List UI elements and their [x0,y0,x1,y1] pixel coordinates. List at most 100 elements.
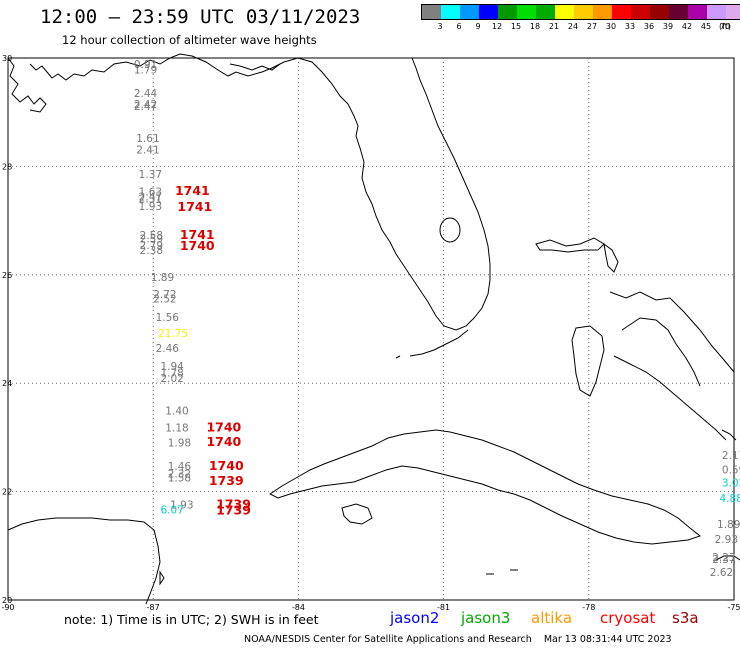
yucatan-peninsula [7,517,161,605]
credit-text: NOAA/NESDIS Center for Satellite Applica… [244,634,532,645]
swh-value-gray: 2.59 [140,233,163,245]
color-legend-tick: 9 [475,22,481,31]
swh-value-red: 1740 [206,419,241,434]
credit-timestamp: Mar 13 08:31:44 UTC 2023 [543,634,672,645]
color-legend: (ft) 3 6 9 12 15 18 21 24 27 30 33 36 39 42 45 70 [421,4,740,34]
color-swatch [517,5,536,19]
swh-value-gray: 1.61 [136,133,159,145]
hispaniola-tip [715,555,740,561]
swh-value-gray: 1.89 [151,272,174,284]
color-legend-tick: 18 [529,22,541,31]
swh-value-gray: 2.58 [140,230,163,242]
color-legend-labels: (ft) 3 6 9 12 15 18 21 24 27 30 33 36 39 42 45 70 [421,20,740,34]
color-legend-tick: 33 [624,22,636,31]
color-swatch [669,5,688,19]
swh-value-gray: 1.93 [170,499,193,511]
swh-value-cyan: 3.02 [722,478,740,490]
color-legend-tick: 24 [567,22,579,31]
color-legend-tick: 3 [437,22,443,31]
swh-value-yellow: 21.75 [158,328,188,340]
swh-value-red: 1739 [209,473,244,488]
swh-value-cyan: 6.07 [160,504,183,516]
swh-value-red: 1740 [206,434,241,449]
lon-tick-label: -87 [147,603,160,612]
color-legend-tick: 12 [491,22,503,31]
satellite-s3a: s3a [672,609,699,627]
swh-value-red: 1741 [180,227,215,242]
axis-labels: 30 28 26 24 22 20-90 -87 -84 -81 -78 -75 [1,54,740,612]
color-legend-tick: 42 [681,22,693,31]
swh-value-gray: 2.41 [136,144,159,156]
lat-tick-label: 30 [2,54,12,63]
mississippi-delta [7,57,47,113]
swh-value-gray: 2.93 [715,534,738,546]
lat-tick-label: 20 [2,596,12,605]
color-swatch [726,5,740,19]
swh-value-gray: 1.94 [160,361,184,373]
swh-value-gray: 2.02 [160,373,183,385]
swh-value-gray: 2.52 [153,293,176,305]
grand-bahama [535,237,605,253]
page-subtitle: 12 hour collection of altimeter wave hei… [62,33,317,47]
swh-value-gray: 1.58 [168,472,191,484]
gulf-coastline [29,53,491,331]
color-swatch [593,5,612,19]
satellite-jason3: jason3 [461,609,511,627]
dry-tortugas [395,355,401,359]
lat-tick-label: 26 [2,271,12,280]
swh-value-gray: 2.79 [140,240,163,252]
swh-value-gray: 2.72 [153,289,176,301]
swh-value-gray: 1.79 [134,65,157,77]
color-swatch [422,5,441,19]
color-swatch [498,5,517,19]
swh-value-gray: 1.63 [139,187,162,199]
andros [571,325,605,397]
lon-tick-label: -78 [582,603,595,612]
panhandle-detail [229,63,281,71]
lat-tick-label: 24 [2,379,12,388]
color-legend-tick: 45 [700,22,712,31]
color-swatch [631,5,650,19]
color-swatch [441,5,460,19]
bahamas-bank [609,291,735,373]
footer-note: note: 1) Time is in UTC; 2) SWH is in fe… [64,612,319,627]
swh-value-red: 1741 [177,199,212,214]
lon-tick-label: -81 [437,603,450,612]
swh-value-gray: 2.47 [134,101,157,113]
isla-de-la-juventud [341,503,373,525]
lake-okeechobee [439,217,461,243]
color-legend-unit: (ft) [719,22,732,31]
color-swatch [707,5,726,19]
satellite-jason2: jason2 [390,609,440,627]
swh-value-red: 1740 [180,238,215,253]
lat-lon-grid [7,57,735,601]
swh-value-gray: 2.44 [134,88,158,100]
swh-value-gray: 2.38 [140,245,163,257]
swh-value-gray: 2.42 [134,99,157,111]
color-swatch [574,5,593,19]
color-legend-tick: 6 [456,22,462,31]
page-title: 12:00 – 23:59 UTC 03/11/2023 [40,6,361,28]
swh-value-gray: 2.47 [139,192,162,204]
cozumel [159,570,165,586]
swh-value-gray: 2.17 [722,450,740,462]
swh-value-cyan: 4.88 [719,493,740,505]
swh-value-gray: 2.23 [712,552,735,564]
swh-value-gray: 0.59 [722,465,740,477]
swh-value-gray: 1.40 [165,406,188,418]
satellite-altika: altika [531,609,573,627]
lon-tick-label: -90 [1,603,14,612]
swh-value-red: 1740 [209,458,244,473]
swh-value-gray: 1.78 [160,368,183,380]
swh-value-gray: 1.37 [139,169,162,181]
swh-value-red: 1741 [175,183,210,198]
swh-value-gray: 2.32 [168,469,191,481]
cayman-islands [486,569,518,575]
credit-line: NOAA/NESDIS Center for Satellite Applica… [244,634,672,645]
color-legend-tick: 30 [605,22,617,31]
color-legend-tick: 39 [662,22,674,31]
exumas [613,355,727,441]
color-swatch [555,5,574,19]
turks-caicos [721,429,737,441]
